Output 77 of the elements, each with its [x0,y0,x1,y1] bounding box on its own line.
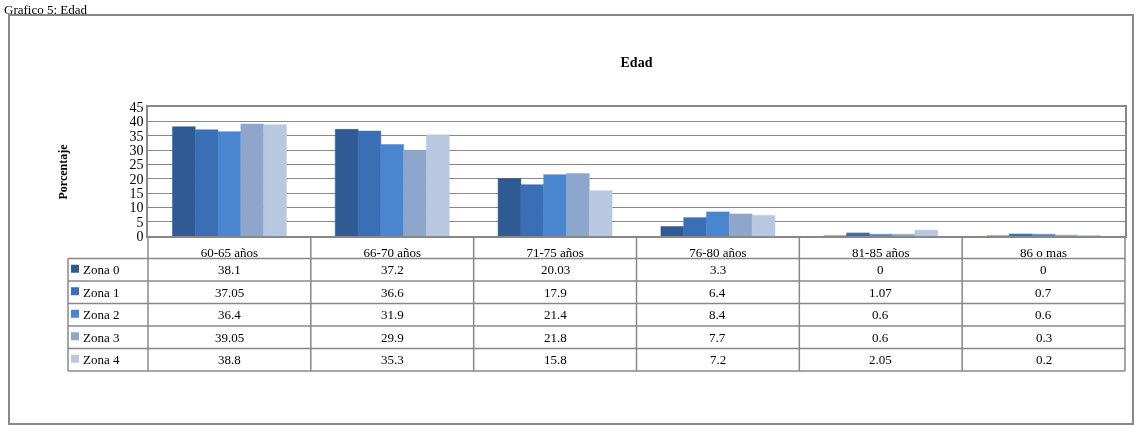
y-tick-label: 45 [129,99,144,115]
data-label: 29.9 [381,330,404,345]
bar [172,126,196,236]
bar [335,129,359,236]
bar [566,173,590,236]
data-label: 31.9 [381,307,404,322]
data-label: 37.05 [215,285,245,300]
y-tick-label: 35 [129,128,144,144]
y-tick-label: 25 [129,157,144,173]
data-label: 1.07 [869,285,893,300]
bar [589,190,613,236]
bar [1009,233,1033,236]
data-label: 0.2 [1036,352,1053,367]
x-tick-label: 60-65 años [200,245,259,261]
data-label: 0.7 [1035,285,1052,300]
y-tick-label: 5 [136,214,144,230]
data-label: 35.3 [381,352,404,367]
bar [543,174,567,236]
bar [660,226,684,236]
legend-label: Zona 1 [83,285,120,300]
y-tick-label: 20 [129,171,144,187]
bar [497,178,522,236]
bar [683,217,707,236]
y-tick-label: 0 [136,228,144,244]
chart-title: Edad [620,54,653,70]
data-label: 0.6 [872,330,889,345]
bar [914,229,938,236]
bar [846,232,870,236]
x-tick-label: 86 o mas [1020,245,1068,261]
legend-label: Zona 3 [83,330,120,345]
data-label: 38.1 [218,262,241,277]
data-label: 39.05 [215,330,245,345]
data-label: 36.4 [218,307,242,322]
data-label: 6.4 [709,285,726,300]
data-label: 7.7 [709,330,726,345]
data-label: 38.8 [218,352,241,367]
bar [751,215,776,236]
data-label: 20.03 [541,262,571,277]
bar [217,131,242,236]
data-label: 0.3 [1036,330,1053,345]
bar [729,213,753,236]
data-label: 37.2 [381,262,404,277]
data-label: 21.4 [544,307,568,322]
legend-label: Zona 4 [83,352,120,367]
data-label: 17.9 [544,285,567,300]
bar [706,211,730,236]
data-label: 36.6 [381,285,405,300]
text: Grafico 5: Edad [4,2,88,17]
data-label: 15.8 [544,352,567,367]
data-label: 21.8 [544,330,567,345]
y-axis-title: Porcentaje [55,143,70,200]
data-label: 0.6 [872,307,889,322]
bar [403,150,427,236]
bar [520,184,544,236]
bar [380,144,404,236]
legend-label: Zona 0 [83,262,120,277]
data-label: 3.3 [710,262,727,277]
data-label: 7.2 [710,352,727,367]
bar [240,123,264,236]
y-tick-label: 15 [129,185,144,201]
x-tick-label: 66-70 años [363,245,421,261]
y-tick-label: 40 [129,114,144,130]
bar [357,130,382,236]
data-label: 0 [1040,262,1047,277]
y-tick-label: 10 [129,200,144,216]
data-label: 8.4 [709,307,726,322]
legend-label: Zona 2 [83,307,120,322]
x-tick-label: 81-85 años [852,245,910,261]
data-label: 0.6 [1035,307,1052,322]
data-label: 0 [877,262,884,277]
y-tick-label: 30 [129,142,144,158]
data-label: 2.05 [869,352,892,367]
bar [263,124,287,236]
bar [194,129,219,236]
x-tick-label: 71-75 años [526,245,584,261]
x-tick-label: 76-80 años [689,245,747,261]
bar [426,134,450,236]
